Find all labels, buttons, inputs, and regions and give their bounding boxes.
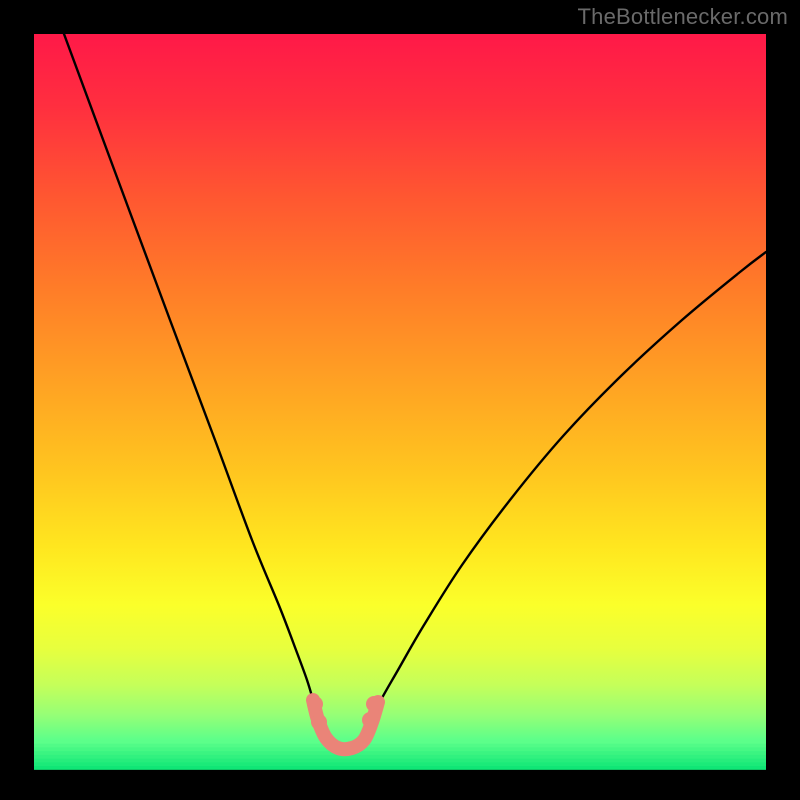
chart-svg — [0, 0, 800, 800]
green-band — [34, 740, 766, 770]
watermark-text: TheBottlenecker.com — [578, 4, 788, 30]
plot-area — [34, 34, 766, 766]
